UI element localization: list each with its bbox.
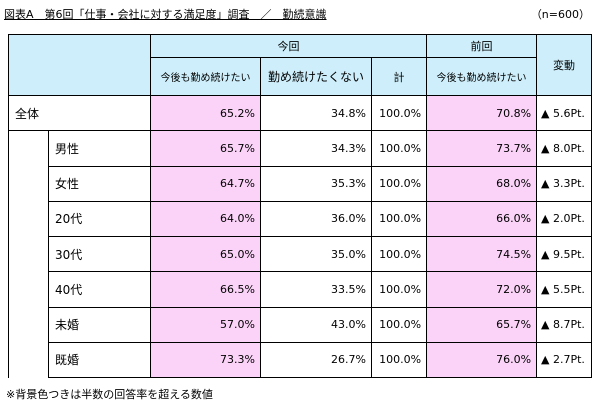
table-row: 男性 65.7% 34.3% 100.0% 73.7% ▲ 8.0Pt. <box>8 130 593 167</box>
cell-change: ▲ 9.5Pt. <box>536 235 593 273</box>
cell-not-continue: 36.0% <box>260 200 372 238</box>
cell-total: 100.0% <box>370 94 428 132</box>
cell-continue: 66.5% <box>150 271 261 308</box>
header-total: 計 <box>370 57 428 96</box>
cell-prev-continue: 68.0% <box>426 165 538 202</box>
header-blank-cell <box>8 34 151 96</box>
table-row: 40代 66.5% 33.5% 100.0% 72.0% ▲ 5.5Pt. <box>8 271 593 308</box>
row-label: 男性 <box>48 130 151 167</box>
header-prev-continue: 今後も勤め続けたい <box>426 57 538 96</box>
cell-not-continue: 43.0% <box>260 306 372 343</box>
row-label: 未婚 <box>48 306 151 343</box>
row-indent <box>8 342 49 378</box>
table-row: 30代 65.0% 35.0% 100.0% 74.5% ▲ 9.5Pt. <box>8 235 593 273</box>
table-row: 既婚 73.3% 26.7% 100.0% 76.0% ▲ 2.7Pt. <box>8 341 593 379</box>
header-previous: 前回 <box>426 34 538 58</box>
row-indent <box>8 271 49 307</box>
cell-total: 100.0% <box>370 235 428 273</box>
row-indent <box>8 201 49 237</box>
cell-not-continue: 34.8% <box>260 94 372 132</box>
header-change: 変動 <box>536 34 593 96</box>
cell-prev-continue: 66.0% <box>426 200 538 238</box>
cell-not-continue: 35.3% <box>260 165 372 202</box>
cell-continue: 65.7% <box>150 130 261 167</box>
row-label: 既婚 <box>48 341 151 379</box>
cell-not-continue: 33.5% <box>260 271 372 308</box>
cell-change: ▲ 3.3Pt. <box>536 165 593 202</box>
row-label: 40代 <box>48 271 151 308</box>
cell-continue: 64.7% <box>150 165 261 202</box>
header-continue: 今後も勤め続けたい <box>150 57 261 96</box>
cell-prev-continue: 74.5% <box>426 235 538 273</box>
cell-total: 100.0% <box>370 271 428 308</box>
cell-prev-continue: 72.0% <box>426 271 538 308</box>
row-label: 30代 <box>48 235 151 273</box>
header-not-continue: 勤め続けたくない <box>260 57 372 96</box>
cell-change: ▲ 2.7Pt. <box>536 341 593 379</box>
cell-change: ▲ 2.0Pt. <box>536 200 593 238</box>
cell-total: 100.0% <box>370 200 428 238</box>
cell-change: ▲ 5.5Pt. <box>536 271 593 308</box>
row-label: 全体 <box>8 94 151 132</box>
row-indent <box>8 307 49 343</box>
cell-change: ▲ 8.0Pt. <box>536 130 593 167</box>
data-table: 今回 前回 変動 今後も勤め続けたい 勤め続けたくない 計 今後も勤め続けたい … <box>8 34 593 379</box>
row-indent <box>8 236 49 272</box>
cell-total: 100.0% <box>370 165 428 202</box>
cell-continue: 64.0% <box>150 200 261 238</box>
table-row: 女性 64.7% 35.3% 100.0% 68.0% ▲ 3.3Pt. <box>8 165 593 202</box>
cell-prev-continue: 70.8% <box>426 94 538 132</box>
page-title: 図表A 第6回「仕事・会社に対する満足度」調査 ／ 勤続意識 <box>4 8 327 21</box>
row-label: 女性 <box>48 165 151 202</box>
cell-not-continue: 34.3% <box>260 130 372 167</box>
header-current: 今回 <box>149 34 428 58</box>
cell-prev-continue: 73.7% <box>426 130 538 167</box>
table-row: 全体 65.2% 34.8% 100.0% 70.8% ▲ 5.6Pt. <box>8 94 593 132</box>
footnote: ※背景色つきは半数の回答率を超える数値 <box>6 388 213 401</box>
cell-change: ▲ 8.7Pt. <box>536 306 593 343</box>
cell-total: 100.0% <box>370 306 428 343</box>
row-indent <box>8 130 49 166</box>
cell-prev-continue: 65.7% <box>426 306 538 343</box>
cell-total: 100.0% <box>370 130 428 167</box>
table-body: 全体 65.2% 34.8% 100.0% 70.8% ▲ 5.6Pt. 男性 65.7% 34… <box>8 94 593 379</box>
cell-continue: 73.3% <box>150 341 261 379</box>
cell-prev-continue: 76.0% <box>426 341 538 379</box>
cell-not-continue: 26.7% <box>260 341 372 379</box>
table-row: 20代 64.0% 36.0% 100.0% 66.0% ▲ 2.0Pt. <box>8 200 593 238</box>
cell-not-continue: 35.0% <box>260 235 372 273</box>
cell-total: 100.0% <box>370 341 428 379</box>
cell-change: ▲ 5.6Pt. <box>536 94 593 132</box>
cell-continue: 65.2% <box>150 94 261 132</box>
cell-continue: 57.0% <box>150 306 261 343</box>
row-indent <box>8 166 49 202</box>
row-label: 20代 <box>48 200 151 238</box>
sample-size-note: （n=600） <box>530 8 590 21</box>
table-row: 未婚 57.0% 43.0% 100.0% 65.7% ▲ 8.7Pt. <box>8 306 593 343</box>
cell-continue: 65.0% <box>150 235 261 273</box>
